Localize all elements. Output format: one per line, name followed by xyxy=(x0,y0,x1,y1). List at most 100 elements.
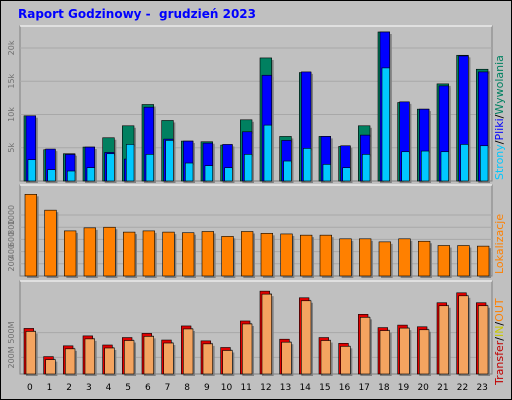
bar-lokalizacje xyxy=(457,245,470,277)
bar-strony xyxy=(106,153,115,182)
x-tick-label: 5 xyxy=(125,383,131,393)
locations-tick-label: 800 xyxy=(7,220,16,235)
x-tick-label: 23 xyxy=(476,383,487,393)
bar-transfer-out xyxy=(25,331,36,375)
x-tick-label: 14 xyxy=(299,383,311,393)
locations-tick-label: 400 xyxy=(7,244,16,259)
bar-lokalizacje xyxy=(221,236,234,277)
hits-tick-label: 20k xyxy=(7,40,16,55)
bar-transfer-out xyxy=(45,359,56,375)
bar-strony xyxy=(283,160,292,182)
bar-transfer-out xyxy=(104,347,115,375)
bar-lokalizacje xyxy=(64,230,77,277)
hits-tick-label: 5k xyxy=(7,143,16,153)
x-tick-label: 8 xyxy=(184,383,190,393)
hits-panel xyxy=(19,25,493,182)
x-tick-label: 19 xyxy=(398,383,410,393)
bar-transfer-out xyxy=(438,305,449,375)
bar-strony xyxy=(322,164,331,182)
bar-lokalizacje xyxy=(260,233,273,277)
bar-transfer-out xyxy=(379,330,390,375)
x-tick-label: 22 xyxy=(457,383,468,393)
legend-transfer: Transfer/IN/OUT xyxy=(493,298,506,386)
bar-lokalizacje xyxy=(103,226,116,277)
legend-transfer-part: OUT xyxy=(493,298,506,322)
bar-transfer-out xyxy=(458,295,469,375)
hits-tick-label: 15k xyxy=(7,73,16,88)
bar-strony xyxy=(421,150,430,182)
x-tick-label: 1 xyxy=(47,383,53,393)
bar-lokalizacje xyxy=(300,234,313,277)
bar-strony xyxy=(165,140,174,182)
bar-transfer-out xyxy=(183,328,194,375)
x-tick-label: 16 xyxy=(339,383,351,393)
bar-strony xyxy=(401,151,410,182)
bar-lokalizacje xyxy=(83,227,96,277)
hits-tick-label: 10k xyxy=(7,107,16,122)
bar-lokalizacje xyxy=(280,233,293,277)
bar-transfer-out xyxy=(124,340,135,375)
legend-hits-part: / xyxy=(493,140,506,144)
bar-transfer-out xyxy=(222,350,233,375)
legend-transfer-part: / xyxy=(493,322,506,326)
bar-lokalizacje xyxy=(418,240,431,277)
bar-transfer-out xyxy=(261,293,272,375)
bar-transfer-out xyxy=(84,338,95,375)
bar-lokalizacje xyxy=(241,231,254,277)
bar-transfer-out xyxy=(419,329,430,375)
bar-strony xyxy=(263,124,272,182)
x-tick-label: 4 xyxy=(106,383,112,393)
bar-strony xyxy=(126,144,135,182)
bar-strony xyxy=(342,167,351,182)
bar-lokalizacje xyxy=(24,194,37,277)
legend-locations-part: Lokalizacje xyxy=(493,214,506,274)
x-tick-label: 0 xyxy=(27,383,33,393)
bar-lokalizacje xyxy=(437,245,450,277)
bar-strony xyxy=(86,167,95,182)
bar-lokalizacje xyxy=(477,245,490,277)
x-tick-label: 11 xyxy=(240,383,251,393)
bar-strony xyxy=(27,159,36,182)
bar-strony xyxy=(204,165,213,182)
x-tick-label: 20 xyxy=(417,383,429,393)
x-tick-label: 17 xyxy=(358,383,369,393)
legend-hits: Strony/Pliki/Wywolania xyxy=(493,55,506,180)
bar-strony xyxy=(480,145,489,182)
bar-lokalizacje xyxy=(319,234,332,277)
transfer-tick-label: 200M xyxy=(7,346,16,368)
bar-strony xyxy=(440,151,449,182)
x-tick-label: 7 xyxy=(165,383,171,393)
bar-transfer-out xyxy=(202,343,213,375)
bar-transfer-out xyxy=(242,323,253,375)
x-tick-label: 9 xyxy=(204,383,210,393)
bar-lokalizacje xyxy=(162,231,175,277)
bar-strony xyxy=(224,167,233,182)
bar-lokalizacje xyxy=(44,209,57,277)
bar-lokalizacje xyxy=(201,231,214,277)
bar-strony xyxy=(303,148,312,182)
bar-transfer-out xyxy=(301,300,312,375)
bar-transfer-out xyxy=(143,336,154,375)
x-tick-label: 13 xyxy=(280,383,291,393)
bar-transfer-out xyxy=(478,305,489,375)
locations-tick-label: 200 xyxy=(7,256,16,271)
legend-transfer-part: / xyxy=(493,337,506,341)
bar-strony xyxy=(185,162,194,182)
bar-transfer-out xyxy=(163,342,174,375)
locations-tick-label: 1000 xyxy=(7,205,16,225)
bar-lokalizacje xyxy=(398,238,411,277)
bar-transfer-out xyxy=(65,348,76,375)
bar-lokalizacje xyxy=(182,232,195,277)
locations-tick-label: 600 xyxy=(7,232,16,247)
bar-transfer-out xyxy=(281,341,292,375)
legend-hits-part: Wywolania xyxy=(493,55,506,115)
x-tick-label: 3 xyxy=(86,383,92,393)
x-tick-label: 15 xyxy=(319,383,330,393)
legend-transfer-part: IN xyxy=(493,326,506,337)
transfer-panel xyxy=(19,280,493,375)
bar-strony xyxy=(47,169,56,182)
x-tick-label: 6 xyxy=(145,383,151,393)
legend-locations: Lokalizacje xyxy=(493,214,506,274)
bar-strony xyxy=(67,170,76,182)
